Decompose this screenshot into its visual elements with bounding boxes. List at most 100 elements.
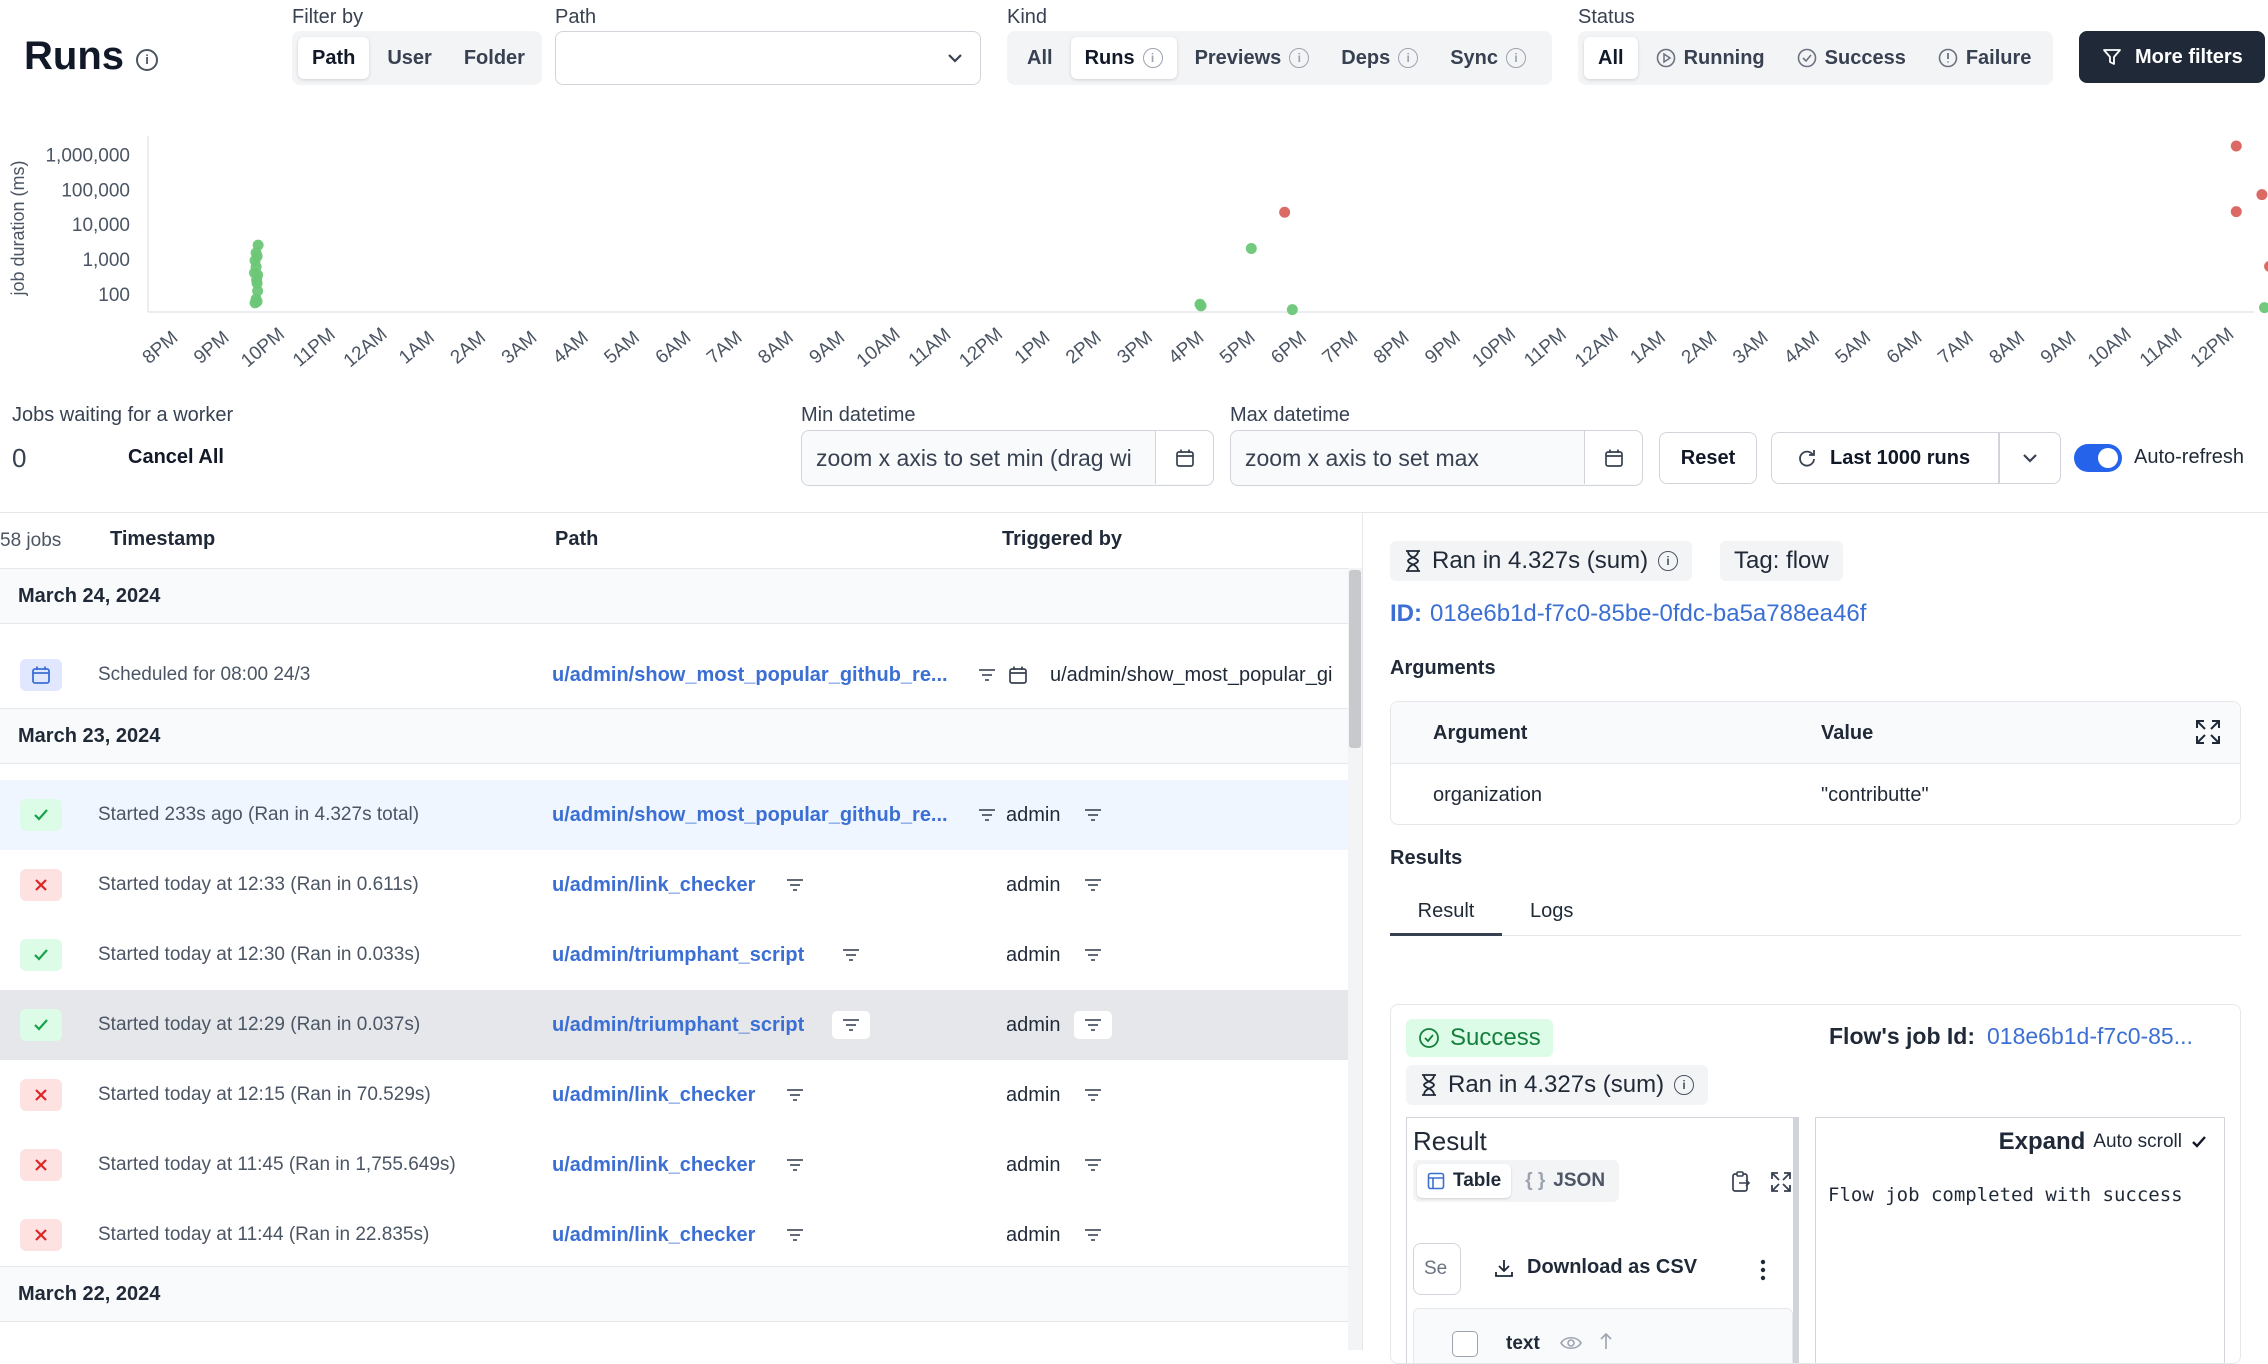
- row-triggered-by[interactable]: u/admin/show_most_popular_gi: [1050, 663, 1333, 686]
- y-tick-label: 1,000: [82, 250, 130, 271]
- row-path-link[interactable]: u/admin/triumphant_script: [552, 1013, 805, 1036]
- filter-lines-icon[interactable]: [1074, 1081, 1112, 1109]
- filter-lines-icon[interactable]: [776, 1081, 814, 1109]
- filter-lines-icon[interactable]: [1074, 1151, 1112, 1179]
- status-all-button[interactable]: All: [1584, 37, 1638, 79]
- reset-button[interactable]: Reset: [1659, 432, 1757, 484]
- row-path-link[interactable]: u/admin/link_checker: [552, 1083, 756, 1106]
- arg-row: organization "contributte": [1391, 764, 2240, 824]
- row-path-link[interactable]: u/admin/link_checker: [552, 1223, 756, 1246]
- row-path-link[interactable]: u/admin/show_most_popular_github_re...: [552, 803, 948, 826]
- status-failure-button[interactable]: Failure: [1924, 37, 2046, 79]
- kind-sync-button[interactable]: Sync i: [1436, 37, 1540, 79]
- kind-all-button[interactable]: All: [1027, 46, 1053, 69]
- expand-button[interactable]: Expand: [1998, 1128, 2086, 1155]
- table-row[interactable]: Started today at 12:15 (Ran in 70.529s) u…: [0, 1060, 1348, 1130]
- scrollbar-thumb[interactable]: [1349, 570, 1361, 748]
- sort-up-icon[interactable]: [1599, 1331, 1613, 1351]
- calendar-icon[interactable]: [1584, 431, 1642, 484]
- row-timestamp: Started today at 12:30 (Ran in 0.033s): [98, 944, 421, 965]
- calendar-icon[interactable]: [1155, 431, 1213, 484]
- page-title-text: Runs: [24, 34, 124, 78]
- row-triggered-by[interactable]: admin: [1006, 803, 1061, 826]
- table-row[interactable]: Started 233s ago (Ran in 4.327s total) u/…: [0, 780, 1348, 850]
- max-datetime-field[interactable]: zoom x axis to set max: [1230, 430, 1643, 486]
- info-icon: i: [1289, 48, 1310, 68]
- filter-lines-icon[interactable]: [1074, 941, 1112, 969]
- x-tick-label: 9PM: [1421, 327, 1464, 368]
- auto-refresh-toggle[interactable]: [2074, 444, 2122, 472]
- filter-by-user-button[interactable]: User: [387, 46, 432, 69]
- tab-logs[interactable]: Logs: [1530, 900, 1574, 922]
- log-pane: Expand Auto scroll Flow job completed wi…: [1815, 1117, 2225, 1363]
- filter-lines-icon[interactable]: [1074, 1221, 1112, 1249]
- filter-lines-icon[interactable]: [968, 801, 1006, 829]
- arg-name: organization: [1433, 784, 1542, 806]
- table-row[interactable]: Scheduled for 08:00 24/3 u/admin/show_mo…: [0, 640, 1348, 710]
- clipboard-icon[interactable]: [1729, 1170, 1753, 1194]
- column-text-header[interactable]: text: [1506, 1333, 1540, 1354]
- filter-lines-icon[interactable]: [776, 1221, 814, 1249]
- filter-lines-icon[interactable]: [1074, 801, 1112, 829]
- download-csv-label: Download as CSV: [1527, 1256, 1698, 1278]
- x-icon: [20, 1149, 62, 1181]
- json-view-button[interactable]: { } JSON: [1515, 1164, 1615, 1198]
- min-datetime-field[interactable]: zoom x axis to set min (drag wi: [801, 430, 1214, 486]
- info-icon[interactable]: i: [136, 48, 158, 71]
- more-filters-button[interactable]: More filters: [2079, 31, 2265, 83]
- table-row[interactable]: Started today at 11:44 (Ran in 22.835s) u…: [0, 1200, 1348, 1270]
- table-view-button[interactable]: Table: [1417, 1164, 1512, 1198]
- kind-deps-button[interactable]: Deps i: [1327, 37, 1432, 79]
- more-vertical-icon[interactable]: [1759, 1258, 1767, 1282]
- filter-by-path-button[interactable]: Path: [298, 37, 370, 79]
- job-id-link[interactable]: 018e6b1d-f7c0-85be-0fdc-ba5a788ea46f: [1430, 600, 1867, 627]
- kind-previews-button[interactable]: Previews i: [1181, 37, 1324, 79]
- tag-badge: Tag: flow: [1720, 541, 1843, 581]
- row-path-link[interactable]: u/admin/triumphant_script: [552, 943, 805, 966]
- filter-lines-icon[interactable]: [776, 871, 814, 899]
- row-path-link[interactable]: u/admin/show_most_popular_github_re...: [552, 663, 948, 686]
- row-triggered-by[interactable]: admin: [1006, 943, 1061, 966]
- row-path-link[interactable]: u/admin/link_checker: [552, 1153, 756, 1176]
- runs-dropdown-button[interactable]: [2000, 432, 2061, 484]
- filter-lines-icon[interactable]: [974, 664, 1000, 686]
- row-triggered-by[interactable]: admin: [1006, 1013, 1061, 1036]
- filter-by-folder-button[interactable]: Folder: [463, 46, 525, 69]
- success-point: [1286, 304, 1298, 316]
- path-select[interactable]: [555, 31, 981, 85]
- filter-lines-icon[interactable]: [1074, 1011, 1112, 1039]
- filter-lines-icon[interactable]: [832, 941, 870, 969]
- search-input[interactable]: Se: [1413, 1243, 1461, 1295]
- status-running-button[interactable]: Running: [1642, 37, 1779, 79]
- x-tick-label: 4PM: [1165, 327, 1208, 368]
- table-row[interactable]: Started today at 11:45 (Ran in 1,755.649…: [0, 1130, 1348, 1200]
- status-success-button[interactable]: Success: [1783, 37, 1920, 79]
- row-triggered-by[interactable]: admin: [1006, 1153, 1061, 1176]
- flow-job-link[interactable]: 018e6b1d-f7c0-85...: [1987, 1023, 2193, 1049]
- table-row[interactable]: Started today at 12:33 (Ran in 0.611s) u/…: [0, 850, 1348, 920]
- select-all-checkbox[interactable]: [1452, 1331, 1478, 1357]
- filter-lines-icon[interactable]: [1074, 871, 1112, 899]
- check-icon[interactable]: [2190, 1133, 2208, 1151]
- info-icon[interactable]: i: [1658, 551, 1679, 571]
- kind-runs-button[interactable]: Runs i: [1070, 37, 1177, 79]
- expand-icon[interactable]: [2194, 718, 2222, 746]
- row-path-link[interactable]: u/admin/link_checker: [552, 873, 756, 896]
- row-timestamp: Started today at 12:33 (Ran in 0.611s): [98, 874, 419, 895]
- scrollbar-track[interactable]: [1348, 568, 1362, 1350]
- row-triggered-by[interactable]: admin: [1006, 1083, 1061, 1106]
- tab-result[interactable]: Result: [1390, 890, 1502, 936]
- row-triggered-by[interactable]: admin: [1006, 873, 1061, 896]
- auto-scroll-label: Auto scroll: [2093, 1131, 2182, 1152]
- table-row[interactable]: Started today at 12:30 (Ran in 0.033s) u/…: [0, 920, 1348, 990]
- table-row[interactable]: Started today at 12:29 (Ran in 0.037s) u/…: [0, 990, 1348, 1060]
- info-icon[interactable]: i: [1674, 1075, 1695, 1095]
- cancel-all-button[interactable]: Cancel All: [128, 446, 224, 468]
- duration-chart[interactable]: job duration (ms) 1,000,000 100,000 10,000 1…: [0, 130, 2268, 390]
- filter-lines-icon[interactable]: [776, 1151, 814, 1179]
- row-triggered-by[interactable]: admin: [1006, 1223, 1061, 1246]
- download-csv-button[interactable]: Download as CSV: [1493, 1256, 1697, 1279]
- eye-icon[interactable]: [1560, 1335, 1582, 1351]
- filter-lines-icon[interactable]: [832, 1011, 870, 1039]
- expand-icon[interactable]: [1769, 1170, 1793, 1194]
